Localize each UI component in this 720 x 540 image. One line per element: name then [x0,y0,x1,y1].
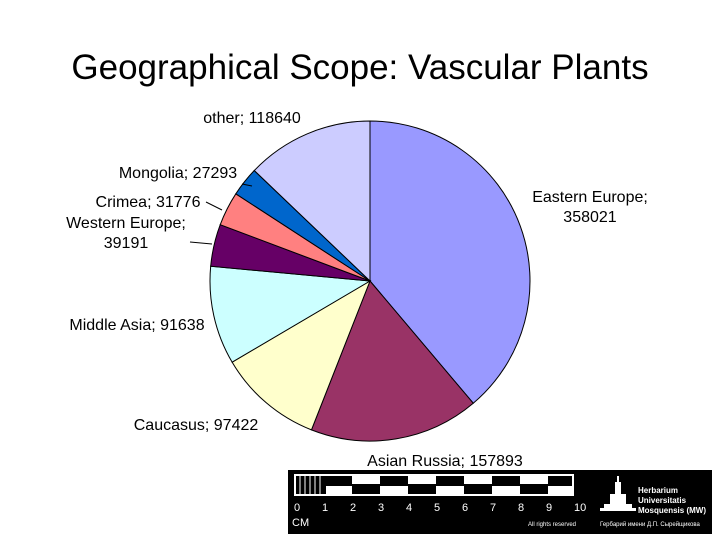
ruler-numbers: 0 1 2 3 4 5 6 7 8 9 10 [294,502,586,514]
pie-slice-caucasus [231,279,371,431]
leader-line [189,241,213,245]
university-building-icon [600,476,636,511]
slice-label-western-europe: Western Europe; 39191 [66,215,186,252]
ruler-number: 8 [518,502,524,514]
ruler-number: 10 [574,502,586,514]
ruler-number: 1 [322,502,328,514]
ruler-number: 6 [462,502,468,514]
pie-slice-asian-russia [310,280,474,442]
leader-line [241,183,253,187]
herbarium-line-3: Mosquensis (MW) [638,506,706,515]
pie-slice-middle-asia [209,265,372,363]
slide-title: Geographical Scope: Vascular Plants [71,48,649,87]
ruler-number: 2 [350,502,356,514]
herbarium-logo-text: Herbarium Universitatis Mosquensis (MW) [638,486,706,516]
slice-label-other: other; 118640 [203,110,301,127]
slice-label-asian-russia: Asian Russia; 157893 [367,453,523,470]
herbarium-line-2: Universitatis [638,496,687,505]
slice-label-mongolia: Mongolia; 27293 [119,165,237,182]
ruler-number: 9 [546,502,552,514]
ruler-bars [294,474,574,496]
slice-label-caucasus: Caucasus; 97422 [134,417,259,434]
ruler-number: 7 [490,502,496,514]
unit-label: CM [292,517,309,529]
slice-label-crimea: Crimea; 31776 [96,194,201,211]
ruler-number: 4 [406,502,412,514]
leader-line [205,201,223,211]
ruler: 0 1 2 3 4 5 6 7 8 9 10 CM All rights reserved Герб… [292,474,700,529]
ruler-number: 3 [378,502,384,514]
pie-slice-eastern-europe [369,120,531,404]
slice-label-middle-asia: Middle Asia; 91638 [69,317,204,334]
cyrillic-text: Гербарий имени Д.П. Сырейщикова [600,521,700,528]
pie-chart: Eastern Europe; 358021 Asian Russia; 15789… [66,110,648,470]
herbarium-line-1: Herbarium [638,486,679,495]
herbarium-scale-strip: 0 1 2 3 4 5 6 7 8 9 10 CM All rights reserved Герб… [288,470,712,534]
ruler-number: 0 [294,502,300,514]
ruler-number: 5 [434,502,440,514]
pie-slice-other [253,120,371,283]
rights-text: All rights reserved [528,522,576,528]
slice-label-eastern-europe: Eastern Europe; 358021 [532,189,648,226]
